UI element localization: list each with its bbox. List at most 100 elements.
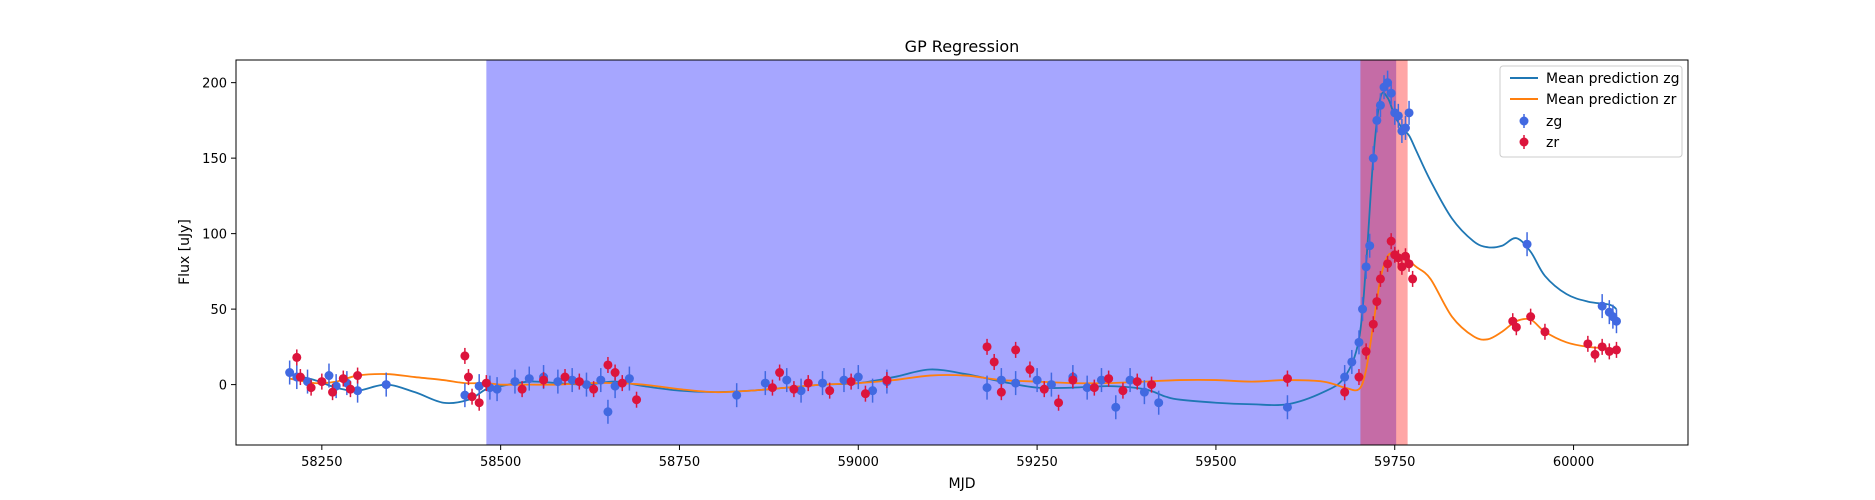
point-marker xyxy=(492,384,502,394)
data-point-zg xyxy=(1375,93,1385,118)
data-point-zr xyxy=(1511,319,1521,336)
data-point-zg xyxy=(1611,309,1621,334)
data-point-zg xyxy=(1393,103,1403,128)
point-marker xyxy=(882,375,892,385)
plot-frame xyxy=(235,59,1689,446)
x-tick-label: 59750 xyxy=(1374,455,1415,470)
point-marker xyxy=(1147,380,1157,390)
point-marker xyxy=(1282,374,1292,384)
data-point-zg xyxy=(1347,349,1357,374)
data-point-zr xyxy=(860,385,870,402)
point-marker xyxy=(767,383,777,393)
x-axis-label: MJD xyxy=(949,476,976,492)
data-point-zg xyxy=(1522,232,1532,257)
data-point-zg xyxy=(1154,390,1164,415)
data-point-zr xyxy=(338,370,348,387)
point-marker xyxy=(624,374,634,384)
point-marker xyxy=(1400,123,1410,133)
data-point-zg xyxy=(1096,368,1106,393)
point-marker xyxy=(1375,100,1385,110)
point-marker xyxy=(345,384,355,394)
data-point-zg xyxy=(1082,375,1092,400)
data-point-zr xyxy=(1583,335,1593,352)
data-point-zr xyxy=(306,379,316,396)
point-marker xyxy=(775,368,785,378)
x-tick-label: 58500 xyxy=(480,455,521,470)
point-marker xyxy=(517,384,527,394)
y-tick-label: 50 xyxy=(210,303,227,318)
data-point-zg xyxy=(474,374,484,399)
point-marker xyxy=(353,386,363,396)
point-marker xyxy=(1583,339,1593,349)
point-marker xyxy=(617,378,627,388)
point-marker xyxy=(596,375,606,385)
data-point-zg xyxy=(1032,368,1042,393)
data-point-zr xyxy=(328,384,338,401)
point-marker xyxy=(1522,239,1532,249)
data-point-zg xyxy=(510,369,520,394)
point-marker xyxy=(1139,387,1149,397)
data-point-zg xyxy=(868,378,878,403)
point-marker xyxy=(1386,236,1396,246)
data-point-zr xyxy=(517,381,527,398)
point-marker xyxy=(317,377,327,387)
data-point-zg xyxy=(1368,146,1378,171)
point-marker xyxy=(1540,327,1550,337)
legend-label-mean-zg: Mean prediction zg xyxy=(1546,71,1680,87)
point-marker xyxy=(1347,357,1357,367)
data-point-zr xyxy=(1039,381,1049,398)
data-point-zr xyxy=(474,394,484,411)
data-point-zr xyxy=(1354,369,1364,386)
data-point-zr xyxy=(789,381,799,398)
data-point-zr xyxy=(353,367,363,384)
y-tick-label: 200 xyxy=(202,77,227,92)
y-tick-label: 150 xyxy=(202,152,227,167)
data-point-zr xyxy=(1393,249,1403,266)
data-point-zr xyxy=(846,373,856,390)
point-marker xyxy=(603,407,613,417)
data-point-zg xyxy=(1358,297,1368,322)
point-marker xyxy=(581,380,591,390)
data-point-zg xyxy=(596,368,606,393)
point-marker xyxy=(328,387,338,397)
data-point-zr xyxy=(775,364,785,381)
data-point-zg xyxy=(1011,371,1021,396)
point-marker xyxy=(818,378,828,388)
point-marker xyxy=(1054,398,1064,408)
data-point-zr xyxy=(1361,343,1371,360)
point-marker xyxy=(996,375,1006,385)
data-point-zr xyxy=(767,379,777,396)
legend-box xyxy=(1499,65,1683,158)
data-point-zr xyxy=(1089,379,1099,396)
point-marker xyxy=(574,377,584,387)
point-marker xyxy=(306,383,316,393)
data-point-zr xyxy=(295,369,305,386)
data-point-zg xyxy=(381,372,391,397)
point-marker xyxy=(1111,402,1121,412)
point-marker xyxy=(1404,259,1414,269)
legend-label-zr: zr xyxy=(1546,135,1559,151)
point-marker xyxy=(1089,383,1099,393)
point-marker xyxy=(1397,262,1407,272)
data-point-zg xyxy=(1046,372,1056,397)
data-point-zr xyxy=(1386,233,1396,250)
point-marker xyxy=(1361,262,1371,272)
legend-swatch-zr xyxy=(1519,137,1529,147)
data-point-zg xyxy=(839,368,849,393)
data-point-zr xyxy=(481,375,491,392)
point-marker xyxy=(353,371,363,381)
x-tick-label: 59250 xyxy=(1016,455,1057,470)
point-marker xyxy=(603,360,613,370)
point-marker xyxy=(825,386,835,396)
point-marker xyxy=(1025,365,1035,375)
point-marker xyxy=(474,398,484,408)
point-marker xyxy=(560,372,570,382)
data-point-zr xyxy=(1397,258,1407,275)
legend-swatch-zg xyxy=(1519,116,1529,126)
point-marker xyxy=(610,381,620,391)
legend: Mean prediction zg Mean prediction zr zg… xyxy=(1499,65,1683,158)
data-point-zr xyxy=(603,356,613,373)
point-marker xyxy=(460,351,470,361)
point-marker xyxy=(1383,259,1393,269)
data-point-zg xyxy=(1372,108,1382,133)
